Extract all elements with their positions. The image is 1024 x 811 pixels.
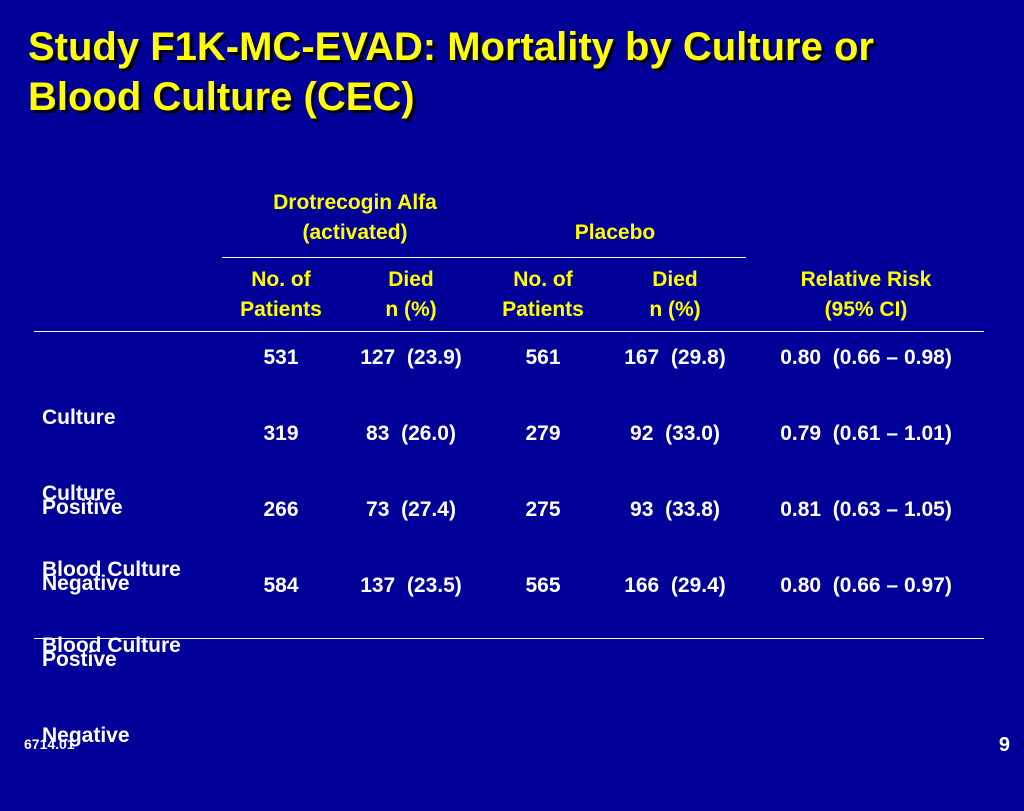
placebo-n-cell: 565 xyxy=(525,574,561,597)
col-header-drug-died-line1: Died xyxy=(388,268,434,291)
col-header-placebo-n-line1: No. of xyxy=(513,268,573,291)
col-header-placebo-died-line2: n (%) xyxy=(649,298,701,321)
col-header-placebo-n-line2: Patients xyxy=(502,298,584,321)
placebo-group-header-label: Placebo xyxy=(574,221,656,244)
row-label-line2: Postive xyxy=(42,648,117,671)
row-label-line1: Culture xyxy=(42,482,116,505)
row-label-line1: Culture xyxy=(42,406,116,429)
slide-title: Study F1K-MC-EVAD: Mortality by Culture … xyxy=(28,22,1008,122)
relative-risk-cell: 0.81 (0.63 – 1.05) xyxy=(780,498,952,521)
col-header-drug-n-line2: Patients xyxy=(240,298,322,321)
table-bottom-rule xyxy=(34,638,984,639)
placebo-group-header: Placebo xyxy=(490,218,740,248)
row-label: Culture Negative xyxy=(42,419,130,659)
col-header-drug-died-line2: n (%) xyxy=(385,298,437,321)
col-header-relative-risk-line2: (95% CI) xyxy=(824,298,908,321)
drug-died-cell: 83 (26.0) xyxy=(366,422,456,445)
placebo-n-cell: 275 xyxy=(525,498,561,521)
drug-group-header-line1: Drotrecogin Alfa xyxy=(273,191,437,214)
slide-id: 6714.01 xyxy=(24,736,75,752)
slide-title-line1: Study F1K-MC-EVAD: Mortality by Culture … xyxy=(28,25,874,69)
col-header-relative-risk-line1: Relative Risk xyxy=(800,268,932,291)
drug-died-cell: 137 (23.5) xyxy=(360,574,462,597)
row-label: Culture Positive xyxy=(42,343,123,583)
row-label: Blood Culture Negative xyxy=(42,571,181,811)
row-label-line2: Positive xyxy=(42,496,123,519)
relative-risk-cell: 0.80 (0.66 – 0.97) xyxy=(780,574,952,597)
relative-risk-cell: 0.80 (0.66 – 0.98) xyxy=(780,346,952,369)
drug-died-cell: 127 (23.9) xyxy=(360,346,462,369)
col-header-placebo-died-line1: Died xyxy=(652,268,698,291)
drug-died-cell: 73 (27.4) xyxy=(366,498,456,521)
drug-group-header: Drotrecogin Alfa (activated) xyxy=(230,188,480,248)
row-label-line1: Blood Culture xyxy=(42,558,181,581)
col-header-drug-n: No. of Patients xyxy=(216,265,346,325)
col-header-placebo-died: Died n (%) xyxy=(610,265,740,325)
group-header-rule xyxy=(222,257,746,258)
row-label-line2: Negative xyxy=(42,572,130,595)
col-header-placebo-n: No. of Patients xyxy=(478,265,608,325)
page-number: 9 xyxy=(998,734,1010,756)
drug-n-cell: 319 xyxy=(263,422,299,445)
col-header-drug-n-line1: No. of xyxy=(251,268,311,291)
relative-risk-cell: 0.79 (0.61 – 1.01) xyxy=(780,422,952,445)
placebo-n-cell: 279 xyxy=(525,422,561,445)
placebo-n-cell: 561 xyxy=(525,346,561,369)
placebo-died-cell: 93 (33.8) xyxy=(630,498,720,521)
column-header-rule xyxy=(34,331,984,332)
row-label-line2: Negative xyxy=(42,724,130,747)
row-label-line1: Blood Culture xyxy=(42,634,181,657)
drug-n-cell: 531 xyxy=(263,346,299,369)
row-label: Blood Culture Postive xyxy=(42,495,181,735)
col-header-relative-risk: Relative Risk (95% CI) xyxy=(756,265,976,325)
col-header-drug-died: Died n (%) xyxy=(346,265,476,325)
drug-group-header-line2: (activated) xyxy=(302,221,408,244)
placebo-died-cell: 167 (29.8) xyxy=(624,346,726,369)
drug-n-cell: 266 xyxy=(263,498,299,521)
placebo-died-cell: 166 (29.4) xyxy=(624,574,726,597)
slide-title-line2: Blood Culture (CEC) xyxy=(28,75,415,119)
placebo-died-cell: 92 (33.0) xyxy=(630,422,720,445)
drug-n-cell: 584 xyxy=(263,574,299,597)
